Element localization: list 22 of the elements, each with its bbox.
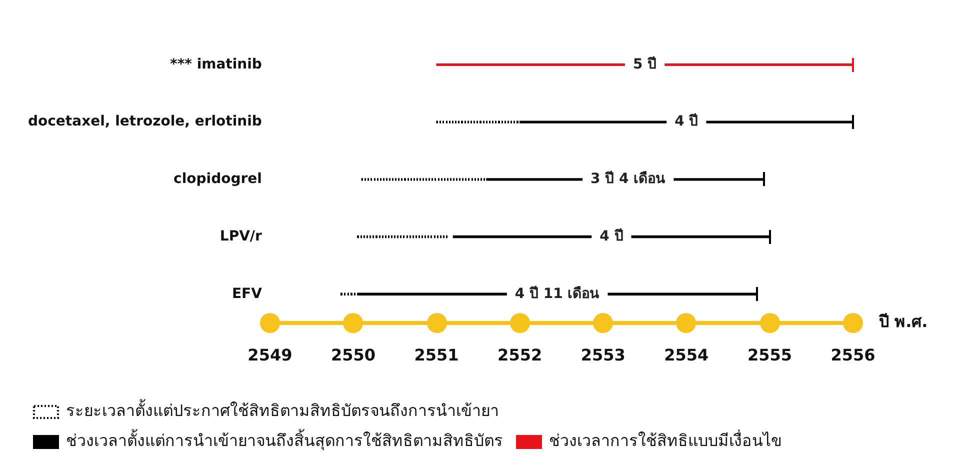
legend-label: ช่วงเวลาตั้งแต่การนำเข้ายาจนถึงสิ้นสุดการใช้สิทธิตามสิทธิบัตร [66,429,503,452]
annotation: 4 ปี [674,114,698,130]
annotation: 4 ปี [600,228,624,244]
y-tick-label: docetaxel, letrozole, erlotinib [28,114,262,130]
legend-label: ระยะเวลาตั้งแต่ประกาศใช้สิทธิตามสิทธิบัตรจนถึงการนำเข้ายา [66,399,499,420]
y-tick-label: EFV [232,286,262,302]
legend-label: ช่วงเวลาการใช้สิทธิแบบมีเงื่อนไข [549,429,782,450]
annotation: 5 ปี [632,56,657,72]
x-tick-label: 2551 [414,346,459,365]
y-tick-label: *** imatinib [170,56,262,72]
annotation: 3 ปี 4 เดือน [590,171,666,188]
x-tick-label: 2549 [248,346,292,365]
x-tick-label: 2553 [580,346,626,365]
x-tick-label: 2555 [747,346,792,365]
y-tick-label: LPV/r [220,228,262,244]
y-tick-label: clopidogrel [174,171,262,188]
x-axis-title: ปี พ.ศ. [878,312,928,331]
x-tick-label: 2552 [498,346,542,365]
x-tick-label: 2556 [830,346,876,365]
annotation: 4 ปี 11 เดือน [514,286,600,302]
x-tick-label: 2550 [330,346,376,365]
x-tick-label: 2554 [664,346,709,365]
